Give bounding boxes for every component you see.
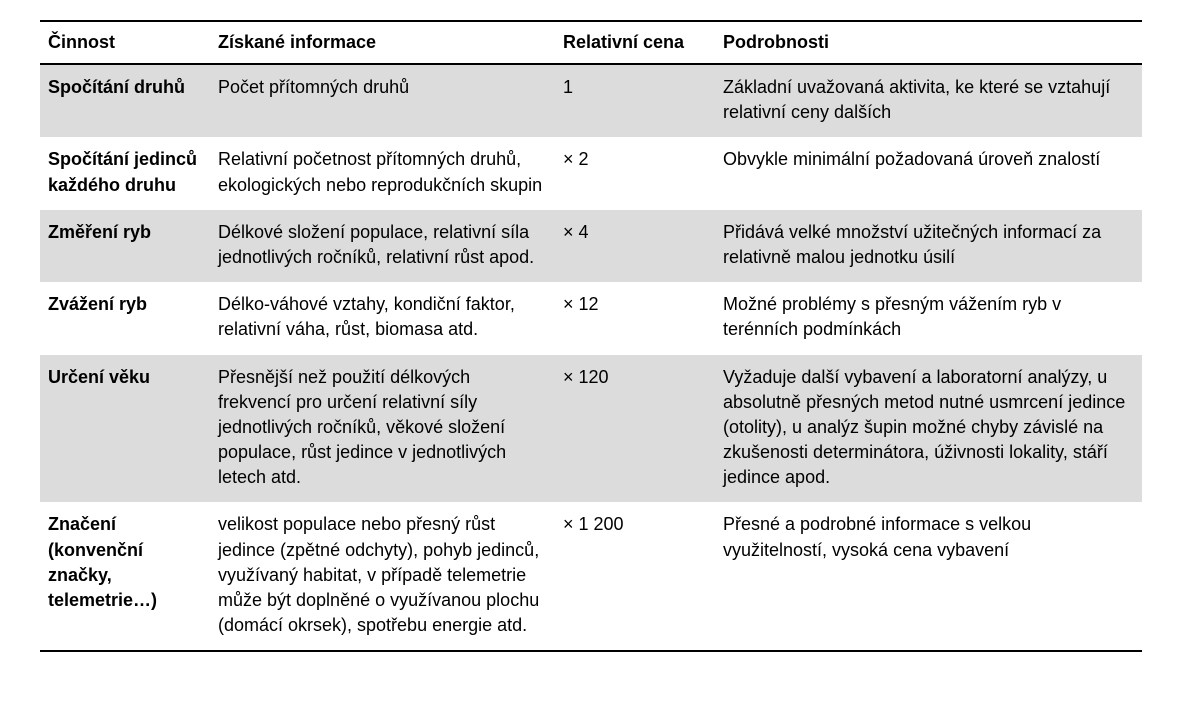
activities-table: Činnost Získané informace Relativní cena… [40, 20, 1142, 652]
cell-cost: × 2 [555, 137, 715, 209]
cell-details: Vyžaduje další vybavení a laboratorní an… [715, 355, 1142, 503]
cell-details: Přesné a podrobné informace s velkou vyu… [715, 502, 1142, 651]
col-header-activity: Činnost [40, 21, 210, 64]
cell-activity: Spočítání jedinců každého druhu [40, 137, 210, 209]
col-header-details: Podrobnosti [715, 21, 1142, 64]
cell-cost: × 120 [555, 355, 715, 503]
table-row: Zvážení ryb Délko-váhové vztahy, kondičn… [40, 282, 1142, 354]
cell-activity: Spočítání druhů [40, 64, 210, 137]
cell-details: Základní uvažovaná aktivita, ke které se… [715, 64, 1142, 137]
cell-details: Možné problémy s přesným vážením ryb v t… [715, 282, 1142, 354]
cell-cost: 1 [555, 64, 715, 137]
cell-activity: Určení věku [40, 355, 210, 503]
cell-info: Přesnější než použití délkových frekvenc… [210, 355, 555, 503]
cell-cost: × 1 200 [555, 502, 715, 651]
cell-activity: Zvážení ryb [40, 282, 210, 354]
cell-activity: Změření ryb [40, 210, 210, 282]
col-header-cost: Relativní cena [555, 21, 715, 64]
cell-info: Délko-váhové vztahy, kondiční faktor, re… [210, 282, 555, 354]
cell-info: velikost populace nebo přesný růst jedin… [210, 502, 555, 651]
table-row: Spočítání jedinců každého druhu Relativn… [40, 137, 1142, 209]
table-row: Spočítání druhů Počet přítomných druhů 1… [40, 64, 1142, 137]
cell-cost: × 12 [555, 282, 715, 354]
table-row: Určení věku Přesnější než použití délkov… [40, 355, 1142, 503]
cell-info: Počet přítomných druhů [210, 64, 555, 137]
cell-info: Délkové složení populace, relativní síla… [210, 210, 555, 282]
table-row: Značení (konvenční značky, telemetrie…) … [40, 502, 1142, 651]
cell-details: Obvykle minimální požadovaná úroveň znal… [715, 137, 1142, 209]
cell-cost: × 4 [555, 210, 715, 282]
col-header-info: Získané informace [210, 21, 555, 64]
table-row: Změření ryb Délkové složení populace, re… [40, 210, 1142, 282]
table-header-row: Činnost Získané informace Relativní cena… [40, 21, 1142, 64]
cell-details: Přidává velké množství užitečných inform… [715, 210, 1142, 282]
cell-info: Relativní početnost přítomných druhů, ek… [210, 137, 555, 209]
cell-activity: Značení (konvenční značky, telemetrie…) [40, 502, 210, 651]
